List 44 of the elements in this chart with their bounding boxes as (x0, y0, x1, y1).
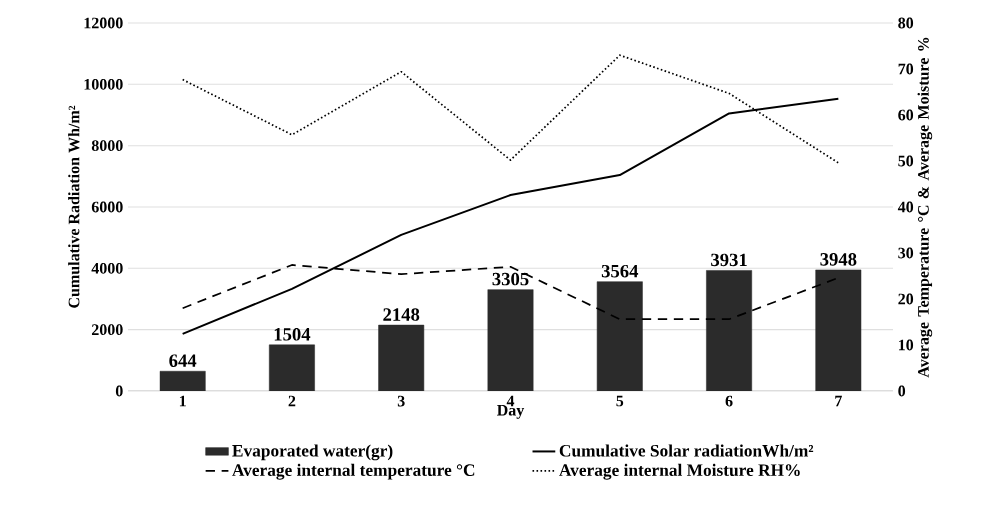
x-tick-label: 7 (835, 395, 842, 407)
bar (269, 344, 315, 391)
bar (815, 269, 862, 391)
bar (596, 281, 643, 391)
data-label: 3948 (820, 253, 857, 266)
data-label: 644 (169, 354, 197, 367)
y2-axis-title: Average Temperature °C & Average Moisture % (917, 37, 933, 378)
y-tick-label: 0 (115, 385, 123, 397)
y-tick-label: 2000 (91, 324, 123, 336)
y2-tick-label: 20 (898, 293, 914, 305)
bar (706, 270, 753, 391)
y2-tick-label: 70 (898, 63, 914, 75)
y-tick-label: 12000 (84, 17, 123, 29)
legend-label: Average internal temperature °C (232, 463, 475, 480)
y-axis-title: Cumulative Radiation Wh/m² (68, 105, 80, 308)
y-tick-label: 8000 (91, 140, 123, 152)
y2-tick-label: 40 (897, 201, 914, 213)
y2-tick-label: 50 (898, 155, 914, 167)
data-label: 2148 (383, 308, 420, 321)
y-tick-label: 10000 (84, 78, 123, 90)
legend-label: Average internal Moisture RH% (559, 463, 800, 480)
legend-label: Cumulative Solar radiationWh/m² (559, 444, 814, 457)
data-label: 3931 (711, 253, 747, 267)
y2-tick-label: 60 (898, 109, 914, 121)
y2-tick-label: 80 (898, 17, 914, 29)
data-label: 1504 (274, 328, 311, 341)
x-tick-label: 5 (616, 395, 624, 407)
x-tick-label: 6 (725, 395, 733, 407)
x-tick-label: 3 (397, 395, 405, 407)
y2-tick-label: 10 (898, 339, 914, 351)
x-tick-label: 4 (506, 395, 515, 407)
x-tick-label: 2 (288, 395, 296, 407)
y-tick-label: 4000 (91, 262, 123, 274)
bar (159, 370, 206, 391)
y2-tick-label: 30 (898, 247, 914, 259)
bar (487, 289, 534, 391)
bar (378, 324, 425, 391)
y-tick-label: 6000 (91, 201, 123, 213)
y2-tick-label: 0 (898, 385, 906, 397)
x-tick-label: 1 (179, 395, 186, 407)
data-label: 3564 (601, 264, 639, 278)
data-label: 3305 (492, 272, 529, 286)
x-axis-title: Day (497, 404, 525, 419)
legend-label: Evaporated water(gr) (232, 444, 393, 461)
